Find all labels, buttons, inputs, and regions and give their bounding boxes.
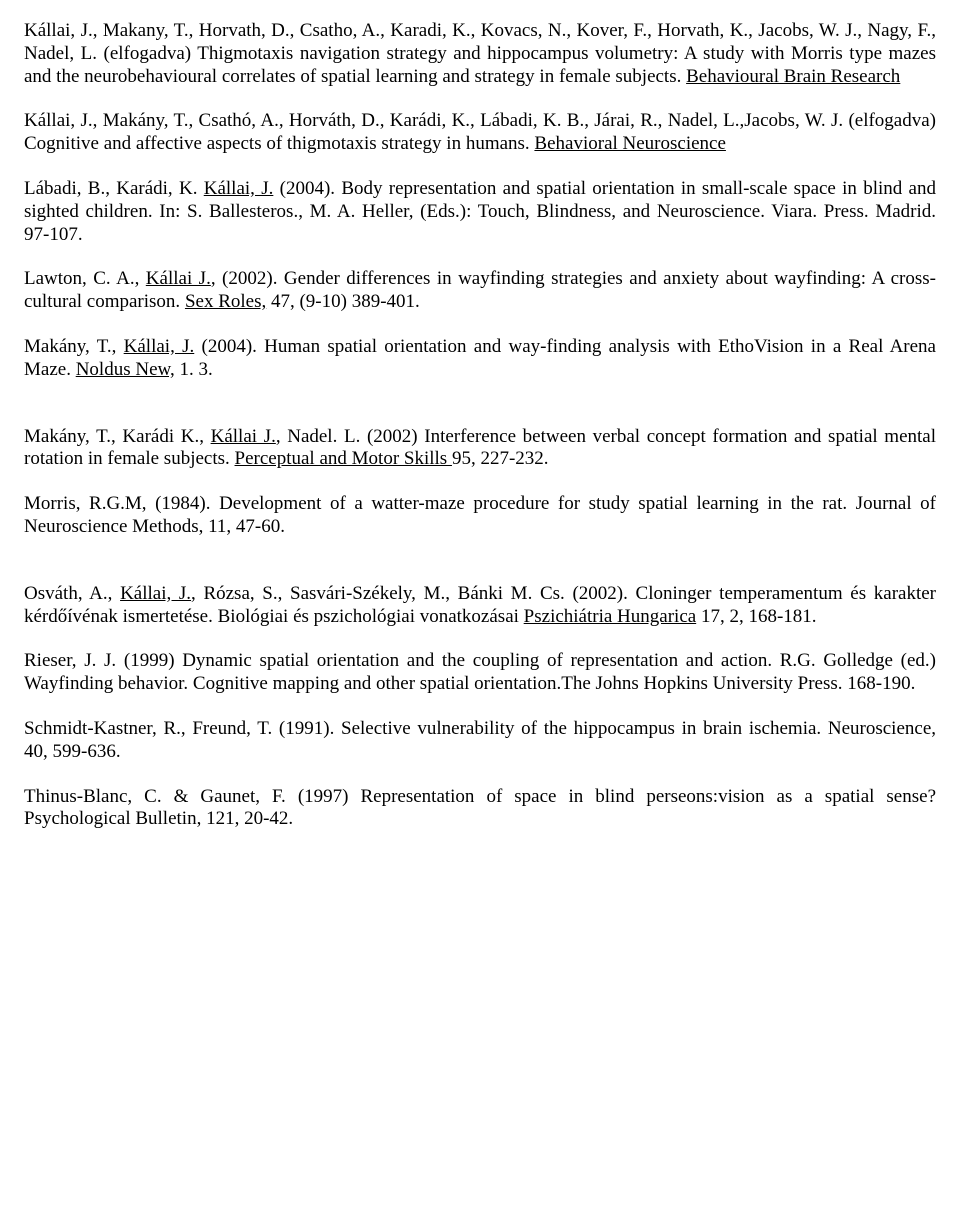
reference-entry: Osváth, A., Kállai, J., Rózsa, S., Sasvá… [24,583,936,629]
references-list: Kállai, J., Makany, T., Horvath, D., Csa… [24,20,936,831]
reference-entry: Makány, T., Karádi K., Kállai J., Nadel.… [24,426,936,472]
reference-entry: Schmidt-Kastner, R., Freund, T. (1991). … [24,718,936,764]
reference-entry: Morris, R.G.M, (1984). Development of a … [24,493,936,539]
reference-entry: Lawton, C. A., Kállai J., (2002). Gender… [24,268,936,314]
reference-entry: Rieser, J. J. (1999) Dynamic spatial ori… [24,650,936,696]
reference-entry: Makány, T., Kállai, J. (2004). Human spa… [24,336,936,382]
reference-entry: Lábadi, B., Karádi, K. Kállai, J. (2004)… [24,178,936,246]
reference-entry: Kállai, J., Makany, T., Horvath, D., Csa… [24,20,936,88]
reference-entry: Thinus-Blanc, C. & Gaunet, F. (1997) Rep… [24,786,936,832]
reference-entry: Kállai, J., Makány, T., Csathó, A., Horv… [24,110,936,156]
